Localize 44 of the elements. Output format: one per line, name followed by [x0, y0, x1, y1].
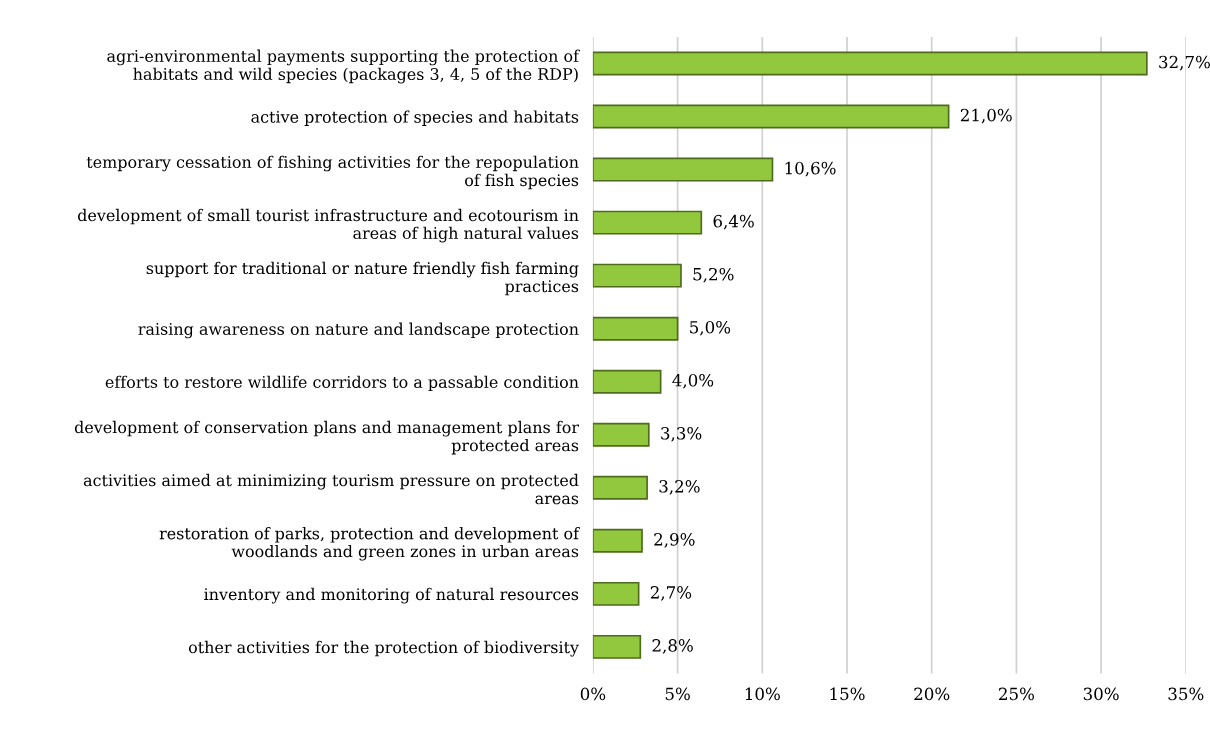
- bar: [592, 634, 642, 659]
- x-tick-label: 20%: [914, 687, 950, 701]
- x-tick-label: 30%: [1083, 687, 1119, 701]
- bar: [592, 157, 774, 182]
- data-label: 2,7%: [650, 586, 692, 601]
- y-tick-label: other activities for the protection of biodiversity: [188, 640, 579, 657]
- y-tick-label: raising awareness on nature and landscape protection: [138, 322, 579, 339]
- x-tick-label: 15%: [830, 687, 865, 701]
- y-tick-label: temporary cessation of fishing activities for the repopulation of fish species: [86, 155, 579, 190]
- y-tick-label: inventory and monitoring of natural resources: [204, 587, 579, 604]
- data-label: 5,0%: [690, 320, 731, 336]
- x-tick-label: 0%: [580, 687, 606, 701]
- y-tick-label: efforts to restore wildlife corridors to a passable condition: [105, 375, 579, 392]
- data-label: 5,2%: [693, 267, 734, 283]
- bar: [592, 316, 679, 341]
- x-tick-label: 10%: [745, 687, 780, 701]
- y-tick-label: development of conservation plans and management plans for protected areas: [74, 420, 579, 455]
- data-label: 6,4%: [713, 214, 754, 230]
- y-tick-label: development of small tourist infrastructure and ecotourism in areas of high natural values: [77, 208, 579, 243]
- bar: [592, 263, 682, 288]
- x-tick-label: 35%: [1168, 687, 1204, 701]
- bar: [592, 475, 648, 500]
- data-label: 21,0%: [960, 108, 1012, 124]
- y-tick-label: active protection of species and habitats: [251, 110, 579, 126]
- bar: [592, 581, 640, 606]
- x-tick-label: 5%: [665, 687, 690, 701]
- y-tick-label: restoration of parks, protection and development of woodlands and green zones in urban areas: [159, 527, 580, 561]
- bar: [592, 528, 643, 553]
- data-label: 3,3%: [661, 426, 702, 442]
- data-label: 32,7%: [1159, 55, 1210, 71]
- bar: [592, 210, 703, 235]
- bar: [592, 104, 950, 129]
- data-label: 10,6%: [785, 161, 836, 177]
- y-tick-label: agri-environmental payments supporting the protection of habitats and wild species (packages 3, 4, 5 of the RDP): [107, 49, 580, 84]
- data-label: 4,0%: [672, 373, 714, 389]
- data-label: 2,9%: [654, 533, 695, 548]
- y-tick-label: activities aimed at minimizing tourism pressure on protected areas: [83, 473, 579, 505]
- bar: [592, 422, 650, 447]
- x-tick-label: 25%: [999, 687, 1034, 701]
- data-label: 3,2%: [659, 480, 700, 495]
- y-tick-label: support for traditional or nature friendly fish farming practices: [146, 261, 579, 296]
- bar: [592, 369, 662, 394]
- data-label: 2,8%: [652, 639, 693, 654]
- bar: [592, 51, 1148, 76]
